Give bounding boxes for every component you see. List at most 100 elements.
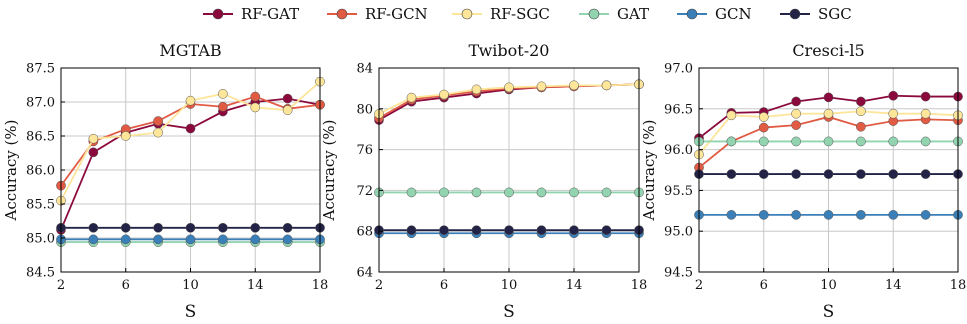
- y-tick-label: 68: [356, 225, 373, 240]
- data-point: [758, 210, 769, 220]
- chart-panel-twibot-20: 2 6 10 14 18 64 68 72 76 80 84 Twibot-20 S Accuracy (…: [320, 41, 647, 322]
- legend-marker: [686, 8, 698, 20]
- legend-item-gcn: GCN: [677, 5, 752, 23]
- data-point: [601, 187, 612, 198]
- data-point: [88, 234, 99, 245]
- y-tick-label: 72: [356, 184, 373, 199]
- x-tick-label: 2: [375, 278, 383, 293]
- y-tick-label: 95.5: [664, 184, 693, 199]
- data-point: [185, 95, 196, 106]
- data-point: [439, 225, 449, 236]
- data-point: [791, 120, 801, 130]
- y-axis-label: Accuracy (%): [320, 119, 338, 221]
- y-tick-label: 64: [356, 266, 373, 281]
- data-point: [856, 106, 866, 117]
- data-point: [406, 92, 417, 103]
- data-point: [218, 88, 228, 99]
- y-tick-label: 76: [356, 143, 373, 158]
- legend: RF-GAT RF-GCN RF-SGC GAT GCN SGC: [203, 5, 852, 23]
- series-sgc: [374, 225, 644, 236]
- data-point: [920, 91, 931, 102]
- legend-label: GCN: [715, 5, 752, 23]
- y-tick-label: 87.0: [26, 96, 55, 111]
- series-sgc: [56, 222, 325, 233]
- x-tick-label: 10: [820, 278, 837, 293]
- data-point: [536, 187, 547, 198]
- data-point: [791, 136, 801, 147]
- y-tick-label: 96.5: [664, 102, 693, 117]
- data-point: [536, 225, 547, 236]
- data-point: [920, 169, 931, 179]
- x-tick-label: 18: [631, 278, 648, 293]
- data-point: [823, 92, 834, 103]
- data-point: [88, 222, 99, 233]
- data-point: [250, 234, 261, 245]
- data-point: [88, 133, 99, 144]
- data-point: [601, 80, 612, 91]
- y-tick-label: 84: [356, 62, 373, 77]
- y-tick-label: 96.0: [664, 143, 693, 158]
- data-point: [920, 136, 931, 147]
- legend-label: RF-GCN: [365, 5, 428, 23]
- data-point: [471, 187, 482, 198]
- data-point: [536, 81, 547, 92]
- chart-panel-cresci-l5: 2 6 10 14 18 94.5 95.0 95.5 96.0 96.5 97.0 Cresci-l…: [640, 41, 966, 322]
- x-axis-label: S: [823, 302, 835, 322]
- data-point: [504, 225, 514, 236]
- chart-title: MGTAB: [159, 41, 221, 60]
- series-gcn: [56, 234, 325, 245]
- data-point: [758, 136, 769, 147]
- legend-label: SGC: [818, 5, 852, 23]
- data-point: [856, 121, 866, 132]
- data-point: [153, 234, 163, 245]
- x-tick-label: 14: [885, 278, 902, 293]
- data-point: [856, 169, 866, 179]
- data-point: [823, 108, 834, 119]
- data-point: [791, 169, 801, 179]
- y-tick-label: 86.0: [26, 164, 55, 179]
- x-axis-label: S: [503, 302, 515, 322]
- data-point: [888, 169, 899, 179]
- x-tick-label: 18: [312, 278, 329, 293]
- series-sgc: [694, 169, 963, 179]
- data-point: [823, 136, 834, 147]
- y-tick-label: 97.0: [664, 62, 693, 77]
- data-point: [569, 225, 579, 236]
- data-point: [250, 91, 261, 102]
- chart-title: Cresci-l5: [792, 41, 864, 60]
- y-tick-label: 87.5: [26, 62, 55, 77]
- data-point: [439, 89, 449, 100]
- data-point: [120, 222, 131, 233]
- data-point: [856, 210, 866, 220]
- x-tick-label: 10: [501, 278, 518, 293]
- data-point: [250, 102, 261, 113]
- data-point: [726, 136, 737, 147]
- legend-label: RF-GAT: [241, 5, 299, 23]
- chart-panel-mgtab: 2 6 10 14 18 84.5 85.0 85.5 86.0 86.5 87.0 87.5 MGTA…: [2, 41, 328, 322]
- legend-item-gat: GAT: [579, 5, 649, 23]
- data-point: [153, 127, 163, 138]
- data-point: [250, 222, 261, 233]
- data-point: [406, 187, 417, 198]
- legend-marker: [588, 8, 600, 20]
- x-tick-label: 2: [57, 278, 65, 293]
- series-rf-sgc: [374, 79, 644, 119]
- data-point: [185, 234, 196, 245]
- data-point: [856, 136, 866, 147]
- series-rf-sgc: [56, 76, 325, 206]
- legend-label: GAT: [617, 5, 649, 23]
- data-point: [888, 136, 899, 147]
- data-point: [471, 84, 482, 95]
- legend-item-sgc: SGC: [780, 5, 852, 23]
- chart-title: Twibot-20: [469, 41, 550, 60]
- data-point: [185, 123, 196, 134]
- y-tick-label: 94.5: [664, 266, 693, 281]
- y-tick-label: 95.0: [664, 225, 693, 240]
- data-point: [791, 210, 801, 220]
- legend-item-rf-sgc: RF-SGC: [452, 5, 550, 23]
- data-point: [282, 234, 293, 245]
- data-point: [920, 108, 931, 119]
- data-point: [153, 222, 163, 233]
- x-tick-label: 14: [247, 278, 264, 293]
